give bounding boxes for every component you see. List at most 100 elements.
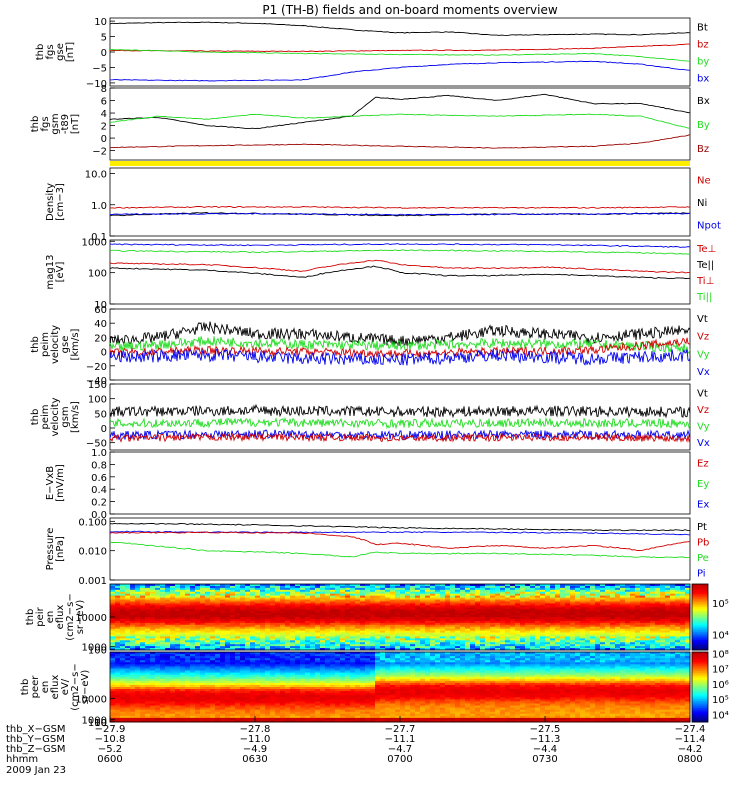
heat-cell <box>515 640 521 643</box>
heat-cell <box>375 617 381 620</box>
heat-cell <box>570 613 576 616</box>
heat-cell <box>195 662 201 665</box>
heat-cell <box>515 620 521 624</box>
heat-cell <box>470 613 476 616</box>
heat-cell <box>405 636 411 639</box>
heat-cell <box>195 636 201 639</box>
heat-cell <box>345 617 351 620</box>
heat-cell <box>620 626 626 630</box>
heat-cell <box>220 662 226 665</box>
heat-cell <box>195 664 201 667</box>
heat-cell <box>175 634 181 637</box>
heat-cell <box>115 703 121 706</box>
heat-cell <box>135 689 141 692</box>
heat-cell <box>555 611 561 614</box>
heat-cell <box>215 707 221 711</box>
heat-cell <box>155 717 161 721</box>
heat-cell <box>110 715 116 719</box>
heat-cell <box>640 597 646 600</box>
heat-cell <box>130 609 136 612</box>
heat-cell <box>605 642 611 645</box>
heat-cell <box>490 620 496 624</box>
heat-cell <box>390 613 396 616</box>
heat-cell <box>275 599 281 602</box>
heat-cell <box>535 605 541 608</box>
heat-cell <box>170 680 176 684</box>
heat-cell <box>310 628 316 631</box>
heat-cell <box>235 636 241 639</box>
heat-cell <box>375 605 381 608</box>
heat-cell <box>210 599 216 602</box>
heat-cell <box>235 615 241 618</box>
heat-cell <box>265 603 271 606</box>
heat-cell <box>235 584 241 587</box>
heat-cell <box>190 620 196 624</box>
heat-cell <box>125 620 131 624</box>
heat-cell <box>475 624 481 628</box>
heat-cell <box>420 636 426 639</box>
heat-cell <box>530 642 536 645</box>
heat-cell <box>205 670 211 673</box>
heat-cell <box>425 626 431 630</box>
heat-cell <box>440 634 446 637</box>
heat-cell <box>255 622 261 626</box>
heat-cell <box>360 607 366 610</box>
heat-cell <box>345 607 351 610</box>
heat-cell <box>445 611 451 614</box>
heat-cell <box>425 632 431 635</box>
heat-cell <box>685 624 691 628</box>
heat-cell <box>390 648 396 651</box>
heat-cell <box>150 662 156 665</box>
heat-cell <box>370 595 376 598</box>
heat-cell <box>505 624 511 628</box>
heat-cell <box>430 632 436 635</box>
heat-cell <box>575 591 581 595</box>
heat-cell <box>660 636 666 639</box>
heat-cell <box>215 620 221 624</box>
heat-cell <box>540 605 546 608</box>
heat-cell <box>320 646 326 649</box>
heat-cell <box>150 697 156 700</box>
heat-cell <box>315 593 321 597</box>
heat-cell <box>110 585 116 589</box>
heat-cell <box>155 674 161 678</box>
heat-cell <box>375 624 381 628</box>
heat-cell <box>230 613 236 616</box>
heat-cell <box>165 670 171 673</box>
heat-cell <box>650 638 656 641</box>
heat-cell <box>400 634 406 637</box>
heat-cell <box>285 584 291 587</box>
heat-cell <box>380 632 386 635</box>
heat-cell <box>205 713 211 717</box>
heat-cell <box>145 654 151 657</box>
heat-cell <box>415 589 421 593</box>
heat-cell <box>410 599 416 602</box>
heat-cell <box>190 699 196 702</box>
heat-cell <box>125 609 131 612</box>
heat-cell <box>225 666 231 669</box>
heat-cell <box>325 636 331 639</box>
heat-cell <box>195 660 201 663</box>
heat-cell <box>140 711 146 715</box>
heat-cell <box>375 628 381 631</box>
heat-cell <box>140 584 146 587</box>
heat-cell <box>355 632 361 635</box>
heat-cell <box>545 601 551 604</box>
heat-cell <box>390 601 396 604</box>
heat-cell <box>190 713 196 717</box>
heat-cell <box>445 636 451 639</box>
heat-cell <box>130 703 136 706</box>
heat-cell <box>380 615 386 618</box>
heat-cell <box>120 652 126 655</box>
heat-cell <box>310 601 316 604</box>
heat-cell <box>555 636 561 639</box>
heat-cell <box>275 611 281 614</box>
heat-cell <box>490 618 496 622</box>
heat-cell <box>485 646 491 649</box>
heat-cell <box>660 591 666 595</box>
heat-cell <box>125 656 131 659</box>
heat-cell <box>145 711 151 715</box>
heat-cell <box>445 609 451 612</box>
heat-cell <box>380 638 386 641</box>
heat-cell <box>185 670 191 673</box>
